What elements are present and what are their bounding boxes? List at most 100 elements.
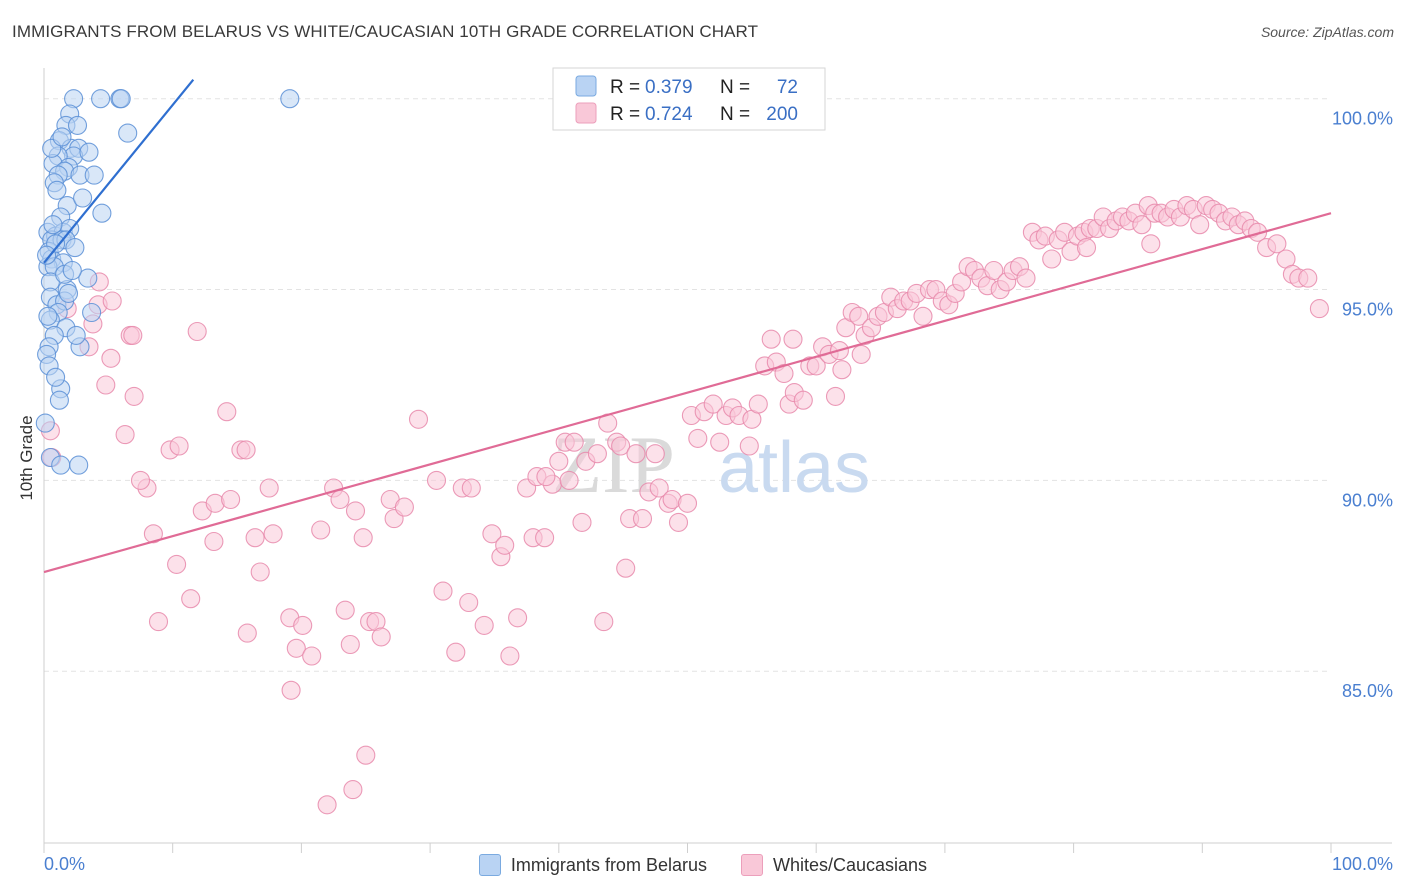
point-whites-190 [783,329,803,349]
x-tick-label-0: 0.0% [44,854,85,874]
point-belarus-53 [49,390,69,410]
point-whites-78 [594,612,614,632]
point-whites-92 [677,493,698,513]
point-whites-59 [474,615,494,635]
point-whites-94 [688,428,708,448]
point-whites-41 [330,489,350,510]
point-belarus-71 [46,367,66,387]
point-whites-44 [340,634,360,655]
point-belarus-19 [84,165,104,185]
point-whites-196 [1141,234,1161,254]
point-belarus-69 [66,325,86,345]
point-whites-7 [102,291,122,311]
point-belarus-24 [92,203,112,223]
point-whites-129 [913,306,933,326]
point-belarus-13 [79,142,99,162]
chart-title: IMMIGRANTS FROM BELARUS VS WHITE/CAUCASI… [12,22,759,41]
point-whites-38 [281,680,301,700]
point-belarus-43 [82,302,102,323]
point-whites-72 [559,470,579,490]
point-whites-119 [849,306,869,326]
point-whites-101 [739,436,759,456]
legend-label-belarus: Immigrants from Belarus [510,854,707,875]
point-whites-58 [459,592,479,613]
point-whites-82 [616,558,636,578]
point-whites-62 [495,535,515,555]
point-whites-9 [96,375,116,395]
point-whites-68 [535,528,555,548]
point-whites-60 [482,524,502,544]
point-whites-14 [115,425,135,445]
grid-lines [44,98,1331,672]
point-whites-140 [984,260,1004,281]
point-whites-110 [793,390,813,410]
legend-r-label-pink: R = [610,104,640,125]
point-whites-87 [645,444,665,464]
point-whites-8 [101,348,121,368]
point-belarus-3 [111,89,131,109]
point-whites-37 [302,646,322,666]
point-belarus-56 [51,455,71,475]
point-whites-23 [204,531,224,552]
series-immigrants-belarus [35,89,300,475]
point-whites-63 [500,646,520,666]
point-whites-163 [1132,215,1152,235]
point-whites-91 [668,512,689,532]
point-whites-145 [1016,268,1036,288]
point-whites-96 [703,394,723,414]
y-tick-labels: 85.0% 90.0% 95.0% 100.0% [1332,109,1393,702]
watermark-atlas: atlas [718,428,870,508]
point-whites-20 [181,589,201,609]
legend-r-value-blue: 0.379 [645,77,693,98]
legend-r-value-pink: 0.724 [645,104,693,125]
point-belarus-68 [73,188,93,208]
point-whites-39 [311,520,331,540]
point-whites-192 [317,795,337,815]
legend-n-value-blue: 72 [777,77,798,98]
point-whites-12 [124,386,144,406]
point-whites-55 [446,642,466,662]
point-whites-26 [221,489,241,510]
point-whites-18 [169,436,189,456]
point-belarus-54 [35,413,55,433]
point-whites-36 [286,638,306,658]
point-belarus-4 [280,89,300,109]
point-whites-88 [649,478,669,498]
point-whites-54 [433,581,453,601]
point-whites-21 [148,612,169,632]
trend-lines [43,78,1332,574]
point-whites-197 [1076,238,1097,258]
point-belarus-62 [43,215,63,235]
point-whites-84 [632,509,653,529]
point-whites-57 [461,478,481,498]
point-whites-149 [1042,249,1062,269]
point-whites-19 [167,554,187,574]
point-whites-195 [130,470,151,490]
point-belarus-65 [38,306,58,326]
legend-label-whites: Whites/Caucasians [772,854,928,875]
point-belarus-64 [62,260,82,281]
point-whites-183 [1267,234,1287,254]
legend-n-value-pink: 200 [766,104,798,125]
point-whites-70 [549,451,569,471]
legend-item-whites: Whites/Caucasians [740,854,928,876]
point-whites-51 [394,497,414,517]
point-whites-194 [356,745,376,765]
point-belarus-8 [118,123,138,143]
point-whites-191 [851,344,871,364]
point-whites-28 [236,440,256,460]
y-axis-title: 10th Grade [17,415,36,500]
trend-line-whites [43,212,1332,574]
point-belarus-7 [67,115,88,135]
point-whites-73 [536,467,556,487]
point-belarus-61 [65,238,85,258]
point-whites-77 [587,444,607,464]
point-whites-29 [245,528,265,548]
point-whites-13 [187,321,207,342]
legend-swatch-belarus [478,854,501,876]
point-whites-11 [123,325,143,345]
point-belarus-66 [58,283,79,303]
point-whites-30 [250,562,270,582]
stats-legend: R = 0.379 N = 72 R = 0.724 N = 200 [552,67,826,131]
